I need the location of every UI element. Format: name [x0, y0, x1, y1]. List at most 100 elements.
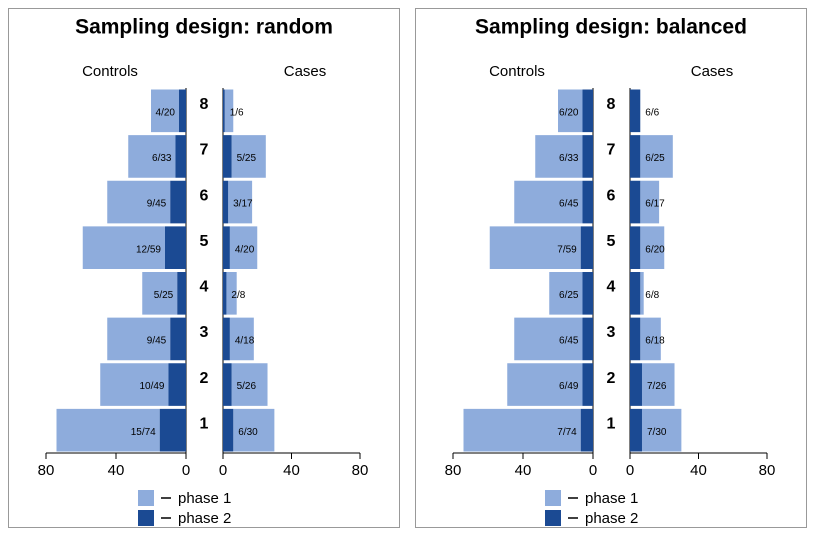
bar-label: 7/30 [647, 427, 667, 438]
bar-phase-2 [630, 363, 642, 406]
bar-phase-1 [233, 408, 275, 452]
bar-phase-1 [535, 135, 583, 178]
bar-phase-1 [231, 135, 266, 178]
side-title: Cases [284, 63, 327, 80]
legend-label: phase 1 [178, 490, 231, 507]
bar-label: 6/25 [645, 153, 665, 164]
category-label: 2 [200, 370, 209, 387]
side-title: Cases [691, 63, 734, 80]
bar-phase-1 [640, 317, 661, 361]
x-tick-label: 40 [283, 462, 300, 479]
category-label: 3 [200, 324, 209, 341]
category-label: 2 [607, 370, 616, 387]
bar-phase-2 [630, 272, 641, 315]
category-label: 6 [607, 187, 616, 204]
bar-label: 6/30 [238, 427, 258, 438]
category-label: 8 [200, 96, 209, 113]
bar-label: 1/6 [230, 107, 244, 118]
bar-phase-2 [630, 89, 641, 133]
bar-phase-2 [170, 317, 186, 361]
bar-phase-1 [128, 135, 176, 178]
x-tick-label: 40 [690, 462, 707, 479]
bar-phase-2 [582, 272, 593, 315]
bar-phase-2 [582, 180, 593, 224]
legend-swatch [138, 510, 154, 526]
bar-phase-2 [223, 180, 229, 224]
bar-phase-2 [582, 363, 593, 406]
legend-swatch [545, 490, 561, 506]
bar-label: 4/20 [156, 107, 176, 118]
bar-phase-2 [630, 226, 641, 269]
bar-phase-1 [231, 363, 268, 406]
bar-label: 6/45 [559, 336, 579, 347]
bar-label: 12/59 [136, 244, 161, 255]
panel-border [8, 8, 400, 528]
bar-label: 6/20 [645, 244, 665, 255]
bar-label: 3/17 [233, 199, 253, 210]
bar-phase-2 [223, 272, 227, 315]
bar-phase-2 [582, 89, 593, 133]
bar-label: 6/45 [559, 199, 579, 210]
bar-phase-1 [142, 272, 178, 315]
bar-phase-1 [224, 89, 234, 133]
bar-label: 5/26 [237, 381, 257, 392]
bar-phase-2 [177, 272, 186, 315]
bar-phase-2 [582, 317, 593, 361]
legend-label: phase 1 [585, 490, 638, 507]
category-label: 7 [200, 142, 209, 159]
bar-phase-1 [463, 408, 581, 452]
category-label: 4 [200, 279, 209, 296]
bar-label: 6/20 [559, 107, 579, 118]
chart-title: Sampling design: random [75, 16, 333, 39]
bar-phase-1 [229, 317, 254, 361]
bar-phase-1 [514, 317, 583, 361]
x-tick-label: 80 [352, 462, 369, 479]
bar-phase-2 [168, 363, 186, 406]
x-tick-label: 0 [626, 462, 634, 479]
bar-label: 7/74 [557, 427, 577, 438]
bar-phase-2 [223, 226, 230, 269]
legend-swatch [545, 510, 561, 526]
bar-phase-1 [100, 363, 169, 406]
bar-label: 5/25 [237, 153, 257, 164]
bar-phase-2 [179, 89, 186, 133]
bar-phase-2 [582, 135, 593, 178]
bar-label: 6/49 [559, 381, 579, 392]
bar-phase-1 [558, 89, 583, 133]
category-label: 6 [200, 187, 209, 204]
category-label: 1 [607, 415, 616, 432]
bar-phase-1 [640, 135, 673, 178]
legend-label: phase 2 [178, 510, 231, 527]
bar-phase-2 [223, 408, 234, 452]
x-tick-label: 80 [759, 462, 776, 479]
bar-phase-2 [159, 408, 186, 452]
chart-title: Sampling design: balanced [475, 16, 747, 39]
bar-phase-1 [107, 317, 171, 361]
bar-phase-1 [228, 180, 253, 224]
bar-phase-1 [56, 408, 160, 452]
bar-phase-2 [223, 135, 232, 178]
bar-label: 15/74 [131, 427, 156, 438]
bar-phase-1 [151, 89, 179, 133]
bar-phase-1 [641, 363, 675, 406]
bar-label: 7/59 [557, 244, 577, 255]
bar-phase-2 [630, 317, 641, 361]
bar-phase-2 [630, 408, 642, 452]
bar-label: 9/45 [147, 336, 167, 347]
bar-label: 6/33 [152, 153, 172, 164]
bar-label: 4/20 [235, 244, 255, 255]
bar-phase-1 [82, 226, 165, 269]
x-tick-label: 80 [38, 462, 55, 479]
category-label: 5 [200, 233, 209, 250]
bar-label: 6/33 [559, 153, 579, 164]
bar-phase-2 [630, 135, 641, 178]
side-title: Controls [82, 63, 138, 80]
bar-phase-1 [640, 180, 660, 224]
bar-label: 10/49 [139, 381, 164, 392]
bar-phase-1 [514, 180, 583, 224]
bar-phase-1 [489, 226, 581, 269]
bar-phase-1 [640, 226, 665, 269]
x-tick-label: 40 [108, 462, 125, 479]
bar-label: 5/25 [154, 290, 174, 301]
